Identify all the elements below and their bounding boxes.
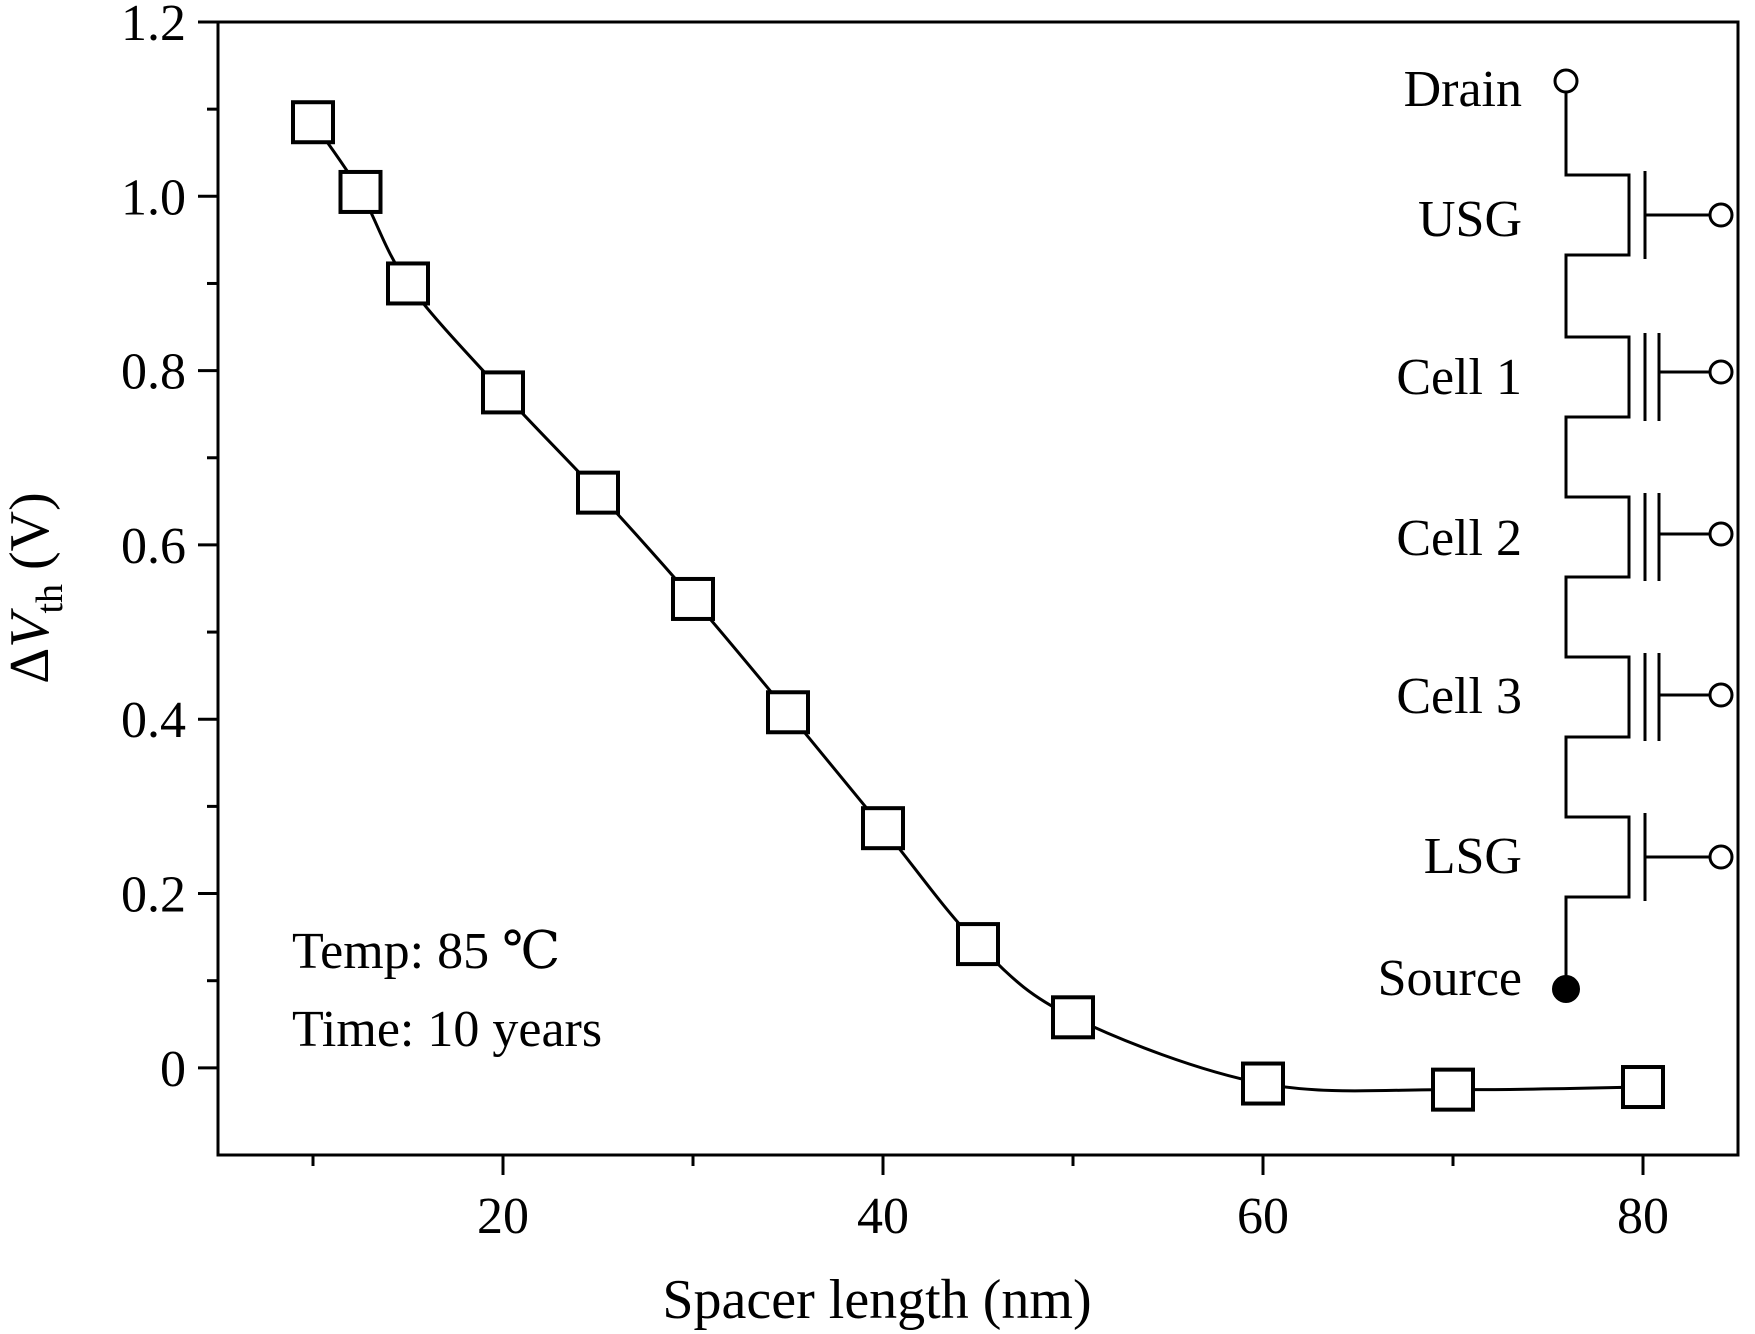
drain-label: Drain	[1404, 61, 1522, 118]
cell1-transistor	[1643, 333, 1734, 421]
plot-frame	[216, 20, 1740, 1157]
nand-string-schematic: Drain Source USG Cell 1 Cell 2 Cell 3 LS…	[1378, 61, 1734, 1007]
usg-transistor	[1643, 171, 1734, 259]
data-point-marker	[1241, 1061, 1285, 1106]
y-tick-label: 0.2	[121, 867, 186, 924]
data-point-marker	[1431, 1067, 1475, 1112]
source-label: Source	[1378, 950, 1522, 1007]
x-axis-title: Spacer length (nm)	[662, 1269, 1091, 1331]
cell2-gate-terminal	[1708, 521, 1734, 547]
data-point-marker	[956, 922, 1000, 967]
x-tick-label: 40	[857, 1188, 909, 1245]
annotation-time: Time: 10 years	[292, 1001, 602, 1058]
data-point-marker	[671, 576, 715, 621]
string-wire	[1564, 93, 1631, 978]
lsg-gate-terminal	[1708, 844, 1734, 870]
cell3-transistor	[1643, 653, 1734, 741]
data-point-marker	[576, 470, 620, 515]
y-tick-label: 0.6	[121, 518, 186, 575]
data-curve	[311, 121, 1644, 1093]
lsg-transistor	[1643, 813, 1734, 901]
cell3-gate-terminal	[1708, 682, 1734, 708]
data-point-marker	[766, 690, 810, 735]
y-axis-unit: (V)	[0, 492, 61, 584]
y-tick-label: 0	[160, 1041, 186, 1098]
y-axis-prefix: Δ	[0, 648, 61, 684]
usg-gate-terminal	[1708, 202, 1734, 228]
data-point-marker	[861, 806, 905, 851]
cell2-transistor	[1643, 493, 1734, 581]
usg-label: USG	[1418, 191, 1522, 248]
cell1-label: Cell 1	[1396, 349, 1522, 406]
cell3-label: Cell 3	[1396, 668, 1522, 725]
lsg-label: LSG	[1424, 828, 1522, 885]
drain-terminal	[1553, 68, 1579, 94]
data-point-marker	[291, 100, 335, 145]
y-tick-label: 1.2	[121, 0, 186, 52]
y-tick-label: 0.8	[121, 344, 186, 401]
y-axis-title: ΔVth (V)	[0, 492, 71, 684]
data-point-marker	[481, 370, 525, 415]
data-point-marker	[1051, 995, 1095, 1040]
y-tick-label: 0.4	[121, 692, 186, 749]
data-markers	[291, 100, 1665, 1112]
x-tick-label: 60	[1237, 1188, 1289, 1245]
x-tick-label: 20	[477, 1188, 529, 1245]
annotation-temp: Temp: 85 ℃	[292, 923, 560, 980]
cell1-gate-terminal	[1708, 359, 1734, 385]
data-point-marker	[1621, 1065, 1665, 1110]
data-point-marker	[338, 169, 383, 214]
source-terminal	[1552, 975, 1580, 1003]
y-axis-var: V	[0, 608, 61, 648]
y-tick-label: 1.0	[121, 169, 186, 226]
axis-ticks	[198, 20, 1645, 1175]
x-tick-label: 80	[1617, 1188, 1669, 1245]
tick-labels: 20 40 60 80 0 0.2 0.4 0.6 0.8 1.0 1.2	[121, 0, 1669, 1245]
data-point-marker	[386, 261, 430, 306]
y-axis-sub: th	[29, 584, 71, 614]
cell2-label: Cell 2	[1396, 510, 1522, 567]
